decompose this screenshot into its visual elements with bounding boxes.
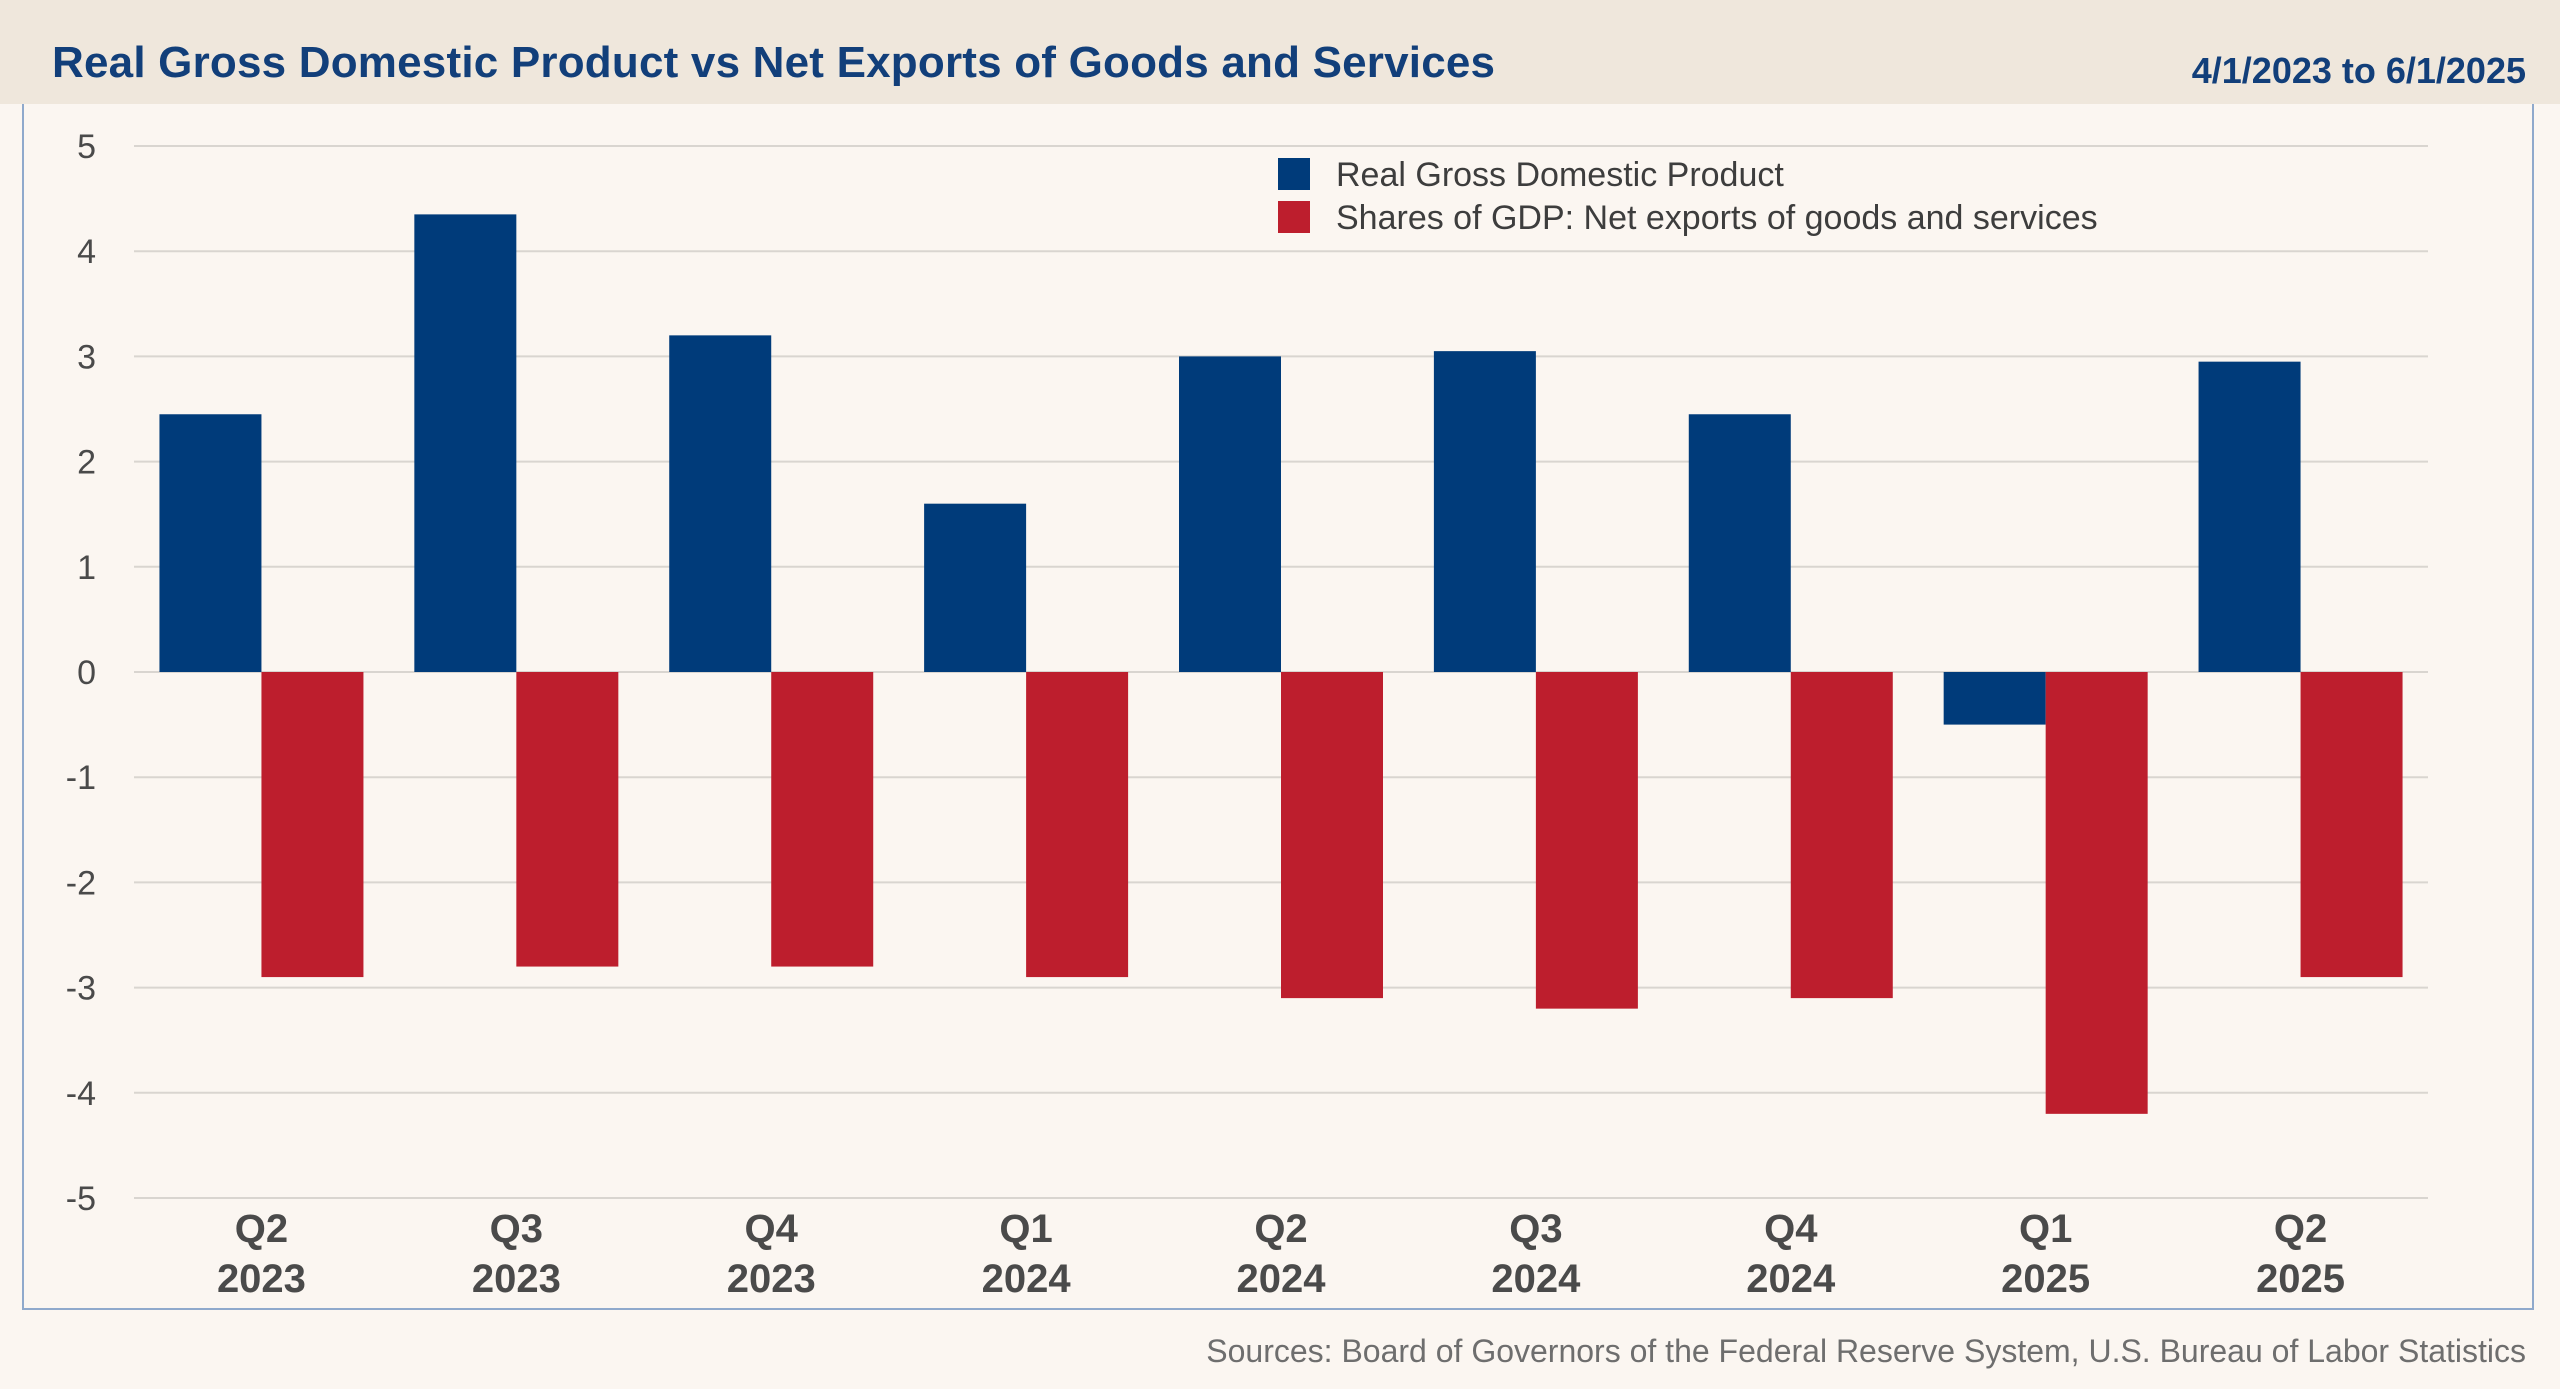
y-tick-label: 4	[77, 233, 96, 271]
gdp-bar	[1688, 414, 1791, 672]
y-axis-ticks: 5 4 3 2 1 0 -1 -2 -3 -4 -5	[66, 128, 96, 1218]
x-category-label: Q1 2025	[2001, 1207, 2090, 1301]
gdp-bar	[1943, 672, 2046, 725]
x-category-label: Q2 2024	[1237, 1207, 1327, 1301]
x-category-label: Q2 2023	[217, 1207, 306, 1301]
x-category-label: Q1 2024	[982, 1207, 1072, 1301]
net-exports-bar	[2300, 672, 2403, 978]
legend-swatch	[1278, 201, 1310, 233]
y-tick-label: 0	[77, 654, 96, 692]
net-exports-bar	[2045, 672, 2148, 1114]
x-category-label: Q2 2025	[2256, 1207, 2345, 1301]
net-exports-bar	[261, 672, 364, 978]
y-tick-label: 5	[77, 128, 96, 166]
net-exports-bar	[771, 672, 874, 967]
gdp-bar	[669, 335, 772, 672]
legend-swatch	[1278, 158, 1310, 190]
chart-title: Real Gross Domestic Product vs Net Expor…	[52, 38, 1496, 87]
x-category-label: Q4 2023	[727, 1207, 816, 1301]
x-category-label: Q3 2023	[472, 1207, 561, 1301]
y-tick-label: 2	[77, 444, 96, 482]
legend: Real Gross Domestic Product Shares of GDP…	[1278, 156, 2098, 237]
gdp-bar	[1179, 356, 1281, 672]
sources-note: Sources: Board of Governors of the Feder…	[1206, 1333, 2526, 1369]
x-axis-labels: Q2 2023 Q3 2023 Q4 2023 Q1 2024 Q2 2024 Q3 2024 Q4 20…	[217, 1207, 2345, 1301]
y-tick-label: 1	[77, 549, 96, 587]
x-category-label: Q3 2024	[1491, 1207, 1581, 1301]
gdp-bar	[924, 503, 1027, 672]
y-tick-label: -2	[66, 864, 96, 902]
legend-label: Real Gross Domestic Product	[1336, 156, 1784, 194]
gdp-bar	[414, 214, 517, 672]
net-exports-bar	[516, 672, 619, 967]
header-bar: Real Gross Domestic Product vs Net Expor…	[0, 0, 2560, 104]
y-tick-label: -4	[66, 1075, 96, 1113]
bars	[159, 214, 2403, 1114]
y-tick-label: -5	[66, 1180, 96, 1218]
net-exports-bar	[1281, 672, 1383, 999]
net-exports-bar	[1026, 672, 1129, 978]
net-exports-bar	[1790, 672, 1893, 999]
gdp-bar	[1433, 351, 1536, 672]
y-tick-label: -1	[66, 759, 96, 797]
y-tick-label: -3	[66, 970, 96, 1008]
x-category-label: Q4 2024	[1746, 1207, 1836, 1301]
y-tick-label: 3	[77, 338, 96, 376]
gdp-bar	[159, 414, 262, 672]
date-range: 4/1/2023 to 6/1/2025	[2191, 50, 2526, 91]
legend-label: Shares of GDP: Net exports of goods and …	[1336, 199, 2098, 237]
net-exports-bar	[1535, 672, 1638, 1009]
gdp-bar	[2198, 361, 2301, 672]
